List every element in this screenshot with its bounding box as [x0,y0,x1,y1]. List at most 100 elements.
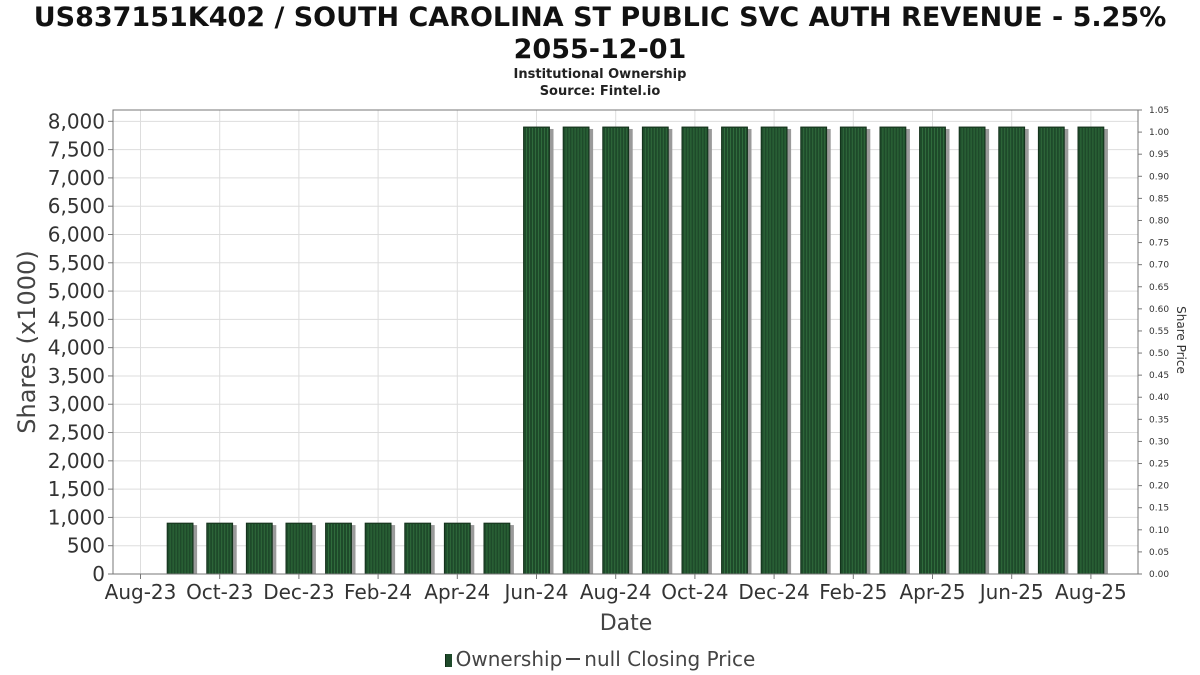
y-tick-label: 3,500 [48,364,105,388]
y-tick-label: 6,500 [48,194,105,218]
x-tick-label: Aug-24 [580,580,652,604]
x-tick-label: Aug-25 [1055,580,1127,604]
bar-body [760,126,788,575]
y2-tick-label: 0.80 [1149,216,1169,226]
legend-ownership-label: Ownership [455,647,563,671]
bar-ownership [443,522,475,575]
y2-tick-label: 0.85 [1149,194,1169,204]
y-tick-label: 0 [92,562,105,586]
bar-body [206,522,234,575]
y2-tick-label: 0.20 [1149,482,1169,492]
x-tick-label: Aug-23 [105,580,177,604]
y2-tick-label: 0.15 [1149,504,1169,514]
y-tick-label: 7,000 [48,166,105,190]
bar-ownership [562,126,594,575]
bar-body [443,522,471,575]
bar-body [602,126,630,575]
y2-tick-label: 0.25 [1149,460,1169,470]
chart-source: Source: Fintel.io [539,84,661,99]
bar-ownership [721,126,752,575]
x-tick-label: Apr-25 [900,580,966,604]
bar-ownership [641,126,673,575]
x-axis: Aug-23 Oct-23 Dec-23 Feb-24 Apr-24 Jun-24 Aug-… [105,574,1127,604]
bar-ownership [879,126,910,575]
price-legend-line [566,658,581,660]
x-tick-label: Feb-24 [344,580,412,604]
bar-body [245,522,273,575]
bar-body [1037,126,1065,575]
y-tick-label: 2,500 [48,421,105,445]
bar-body [404,522,432,575]
y2-tick-label: 0.05 [1149,548,1169,558]
bar-body [285,522,313,575]
y2-tick-label: 0.00 [1149,570,1169,580]
y2-tick-label: 0.50 [1149,349,1169,359]
x-tick-label: Dec-23 [263,580,334,604]
y-tick-label: 8,000 [48,109,105,133]
bar-ownership [839,126,871,575]
bar-body [325,522,352,575]
plot-area-frame [112,109,1139,575]
bar-body [800,126,828,575]
bar-ownership [919,126,950,575]
bar-body [879,126,907,575]
bar-body [958,126,986,575]
y-tick-label: 500 [67,534,105,558]
bar-ownership [998,126,1029,575]
bar-ownership [364,522,396,575]
y-tick-label: 5,500 [48,251,105,275]
chart-title: US837151K402 / SOUTH CAROLINA ST PUBLIC … [33,2,1167,65]
y2-tick-label: 1.00 [1149,128,1169,138]
bar-ownership [404,522,435,575]
y2-tick-label: 0.75 [1149,239,1169,249]
bar-ownership [1037,126,1069,575]
x-tick-label: Apr-24 [424,580,490,604]
bar-ownership [483,522,514,575]
bar-ownership [760,126,792,575]
y-tick-label: 2,000 [48,449,105,473]
bar-ownership [523,126,554,575]
y2-tick-label: 0.10 [1149,526,1169,536]
bar-body [919,126,946,575]
y-tick-label: 7,500 [48,138,105,162]
bar-ownership [245,522,277,575]
bar-body [839,126,867,575]
x-tick-label: Oct-23 [186,580,253,604]
y-tick-label: 4,500 [48,307,105,331]
bar-body [483,522,511,575]
ownership-legend-swatch [444,654,452,667]
y2-tick-label: 0.55 [1149,327,1169,337]
bar-body [166,522,194,575]
bar-ownership [681,126,712,575]
bar-body [364,522,392,575]
bar-body [523,126,550,575]
legend-price-label: null Closing Price [584,647,756,671]
y-tick-label: 5,000 [48,279,105,303]
bar-ownership [958,126,990,575]
x-tick-label: Jun-24 [503,580,569,604]
y-tick-label: 6,000 [48,222,105,246]
bar-ownership [1077,126,1108,575]
y2-tick-label: 1.05 [1149,106,1169,116]
y-tick-label: 3,000 [48,392,105,416]
bar-ownership [206,522,237,575]
y2-tick-label: 0.30 [1149,437,1169,447]
bar-ownership [285,522,316,575]
y-tick-label: 1,000 [48,505,105,529]
x-tick-label: Feb-25 [819,580,887,604]
x-axis-label: Date [600,611,653,636]
bar-ownership [602,126,633,575]
bar-body [998,126,1026,575]
x-tick-label: Oct-24 [661,580,728,604]
bar-ownership [166,522,198,575]
y2-tick-label: 0.60 [1149,305,1169,315]
y2-tick-label: 0.40 [1149,393,1169,403]
bar-body [641,126,669,575]
bar-ownership [325,522,356,575]
chart-subtitle: Institutional Ownership [513,67,687,82]
y2-tick-label: 0.65 [1149,283,1169,293]
y-axis-left: 0 500 1,000 1,500 2,000 2,500 3,000 3,500 4,000 4… [48,109,113,586]
y-tick-label: 4,000 [48,336,105,360]
bar-ownership [800,126,831,575]
bar-body [562,126,590,575]
